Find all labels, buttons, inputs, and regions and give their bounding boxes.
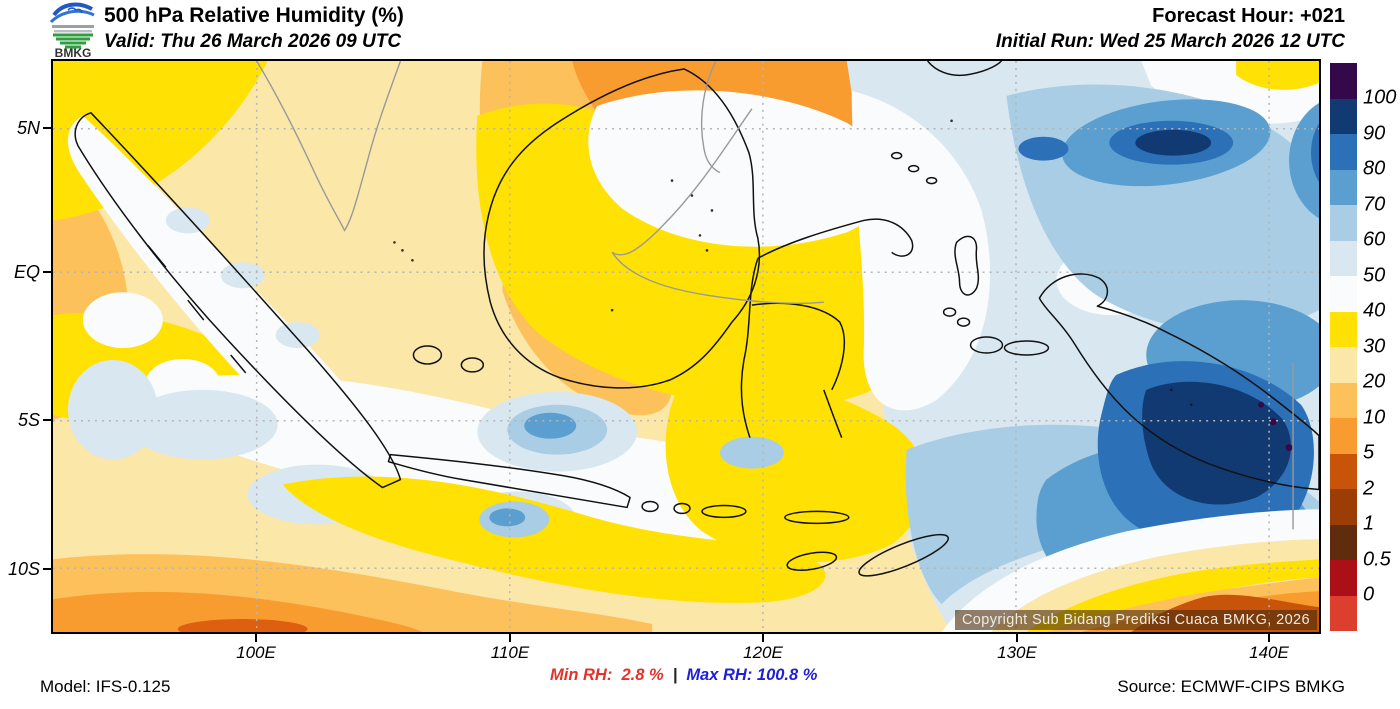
xtick-label-130e: 130E bbox=[997, 643, 1037, 662]
xtick-label-120e: 120E bbox=[743, 643, 783, 662]
colorbar-label: 30 bbox=[1363, 335, 1386, 358]
ytick-5n bbox=[43, 127, 51, 129]
colorbar-label: 10 bbox=[1363, 406, 1386, 429]
colorbar-segment bbox=[1330, 560, 1357, 596]
colorbar-segment bbox=[1330, 418, 1357, 454]
colorbar-label: 0.5 bbox=[1363, 548, 1391, 571]
colorbar-segment bbox=[1330, 276, 1357, 312]
coastlines bbox=[74, 61, 1319, 577]
rh-extremes: Min RH: 2.8 % | Max RH: 100.8 % bbox=[550, 666, 817, 685]
colorbar-label: 2 bbox=[1363, 477, 1375, 500]
colorbar bbox=[1330, 63, 1357, 631]
humidity-map: Copyright Sub Bidang Prediksi Cuaca BMKG… bbox=[51, 59, 1321, 634]
terrain-speckles bbox=[393, 119, 1193, 407]
ytick-10s bbox=[43, 568, 51, 570]
colorbar-label: 1 bbox=[1363, 512, 1375, 535]
copyright-overlay: Copyright Sub Bidang Prediksi Cuaca BMKG… bbox=[954, 610, 1317, 630]
country-borders bbox=[256, 61, 1294, 530]
source-label: Source: ECMWF-CIPS BMKG bbox=[1117, 677, 1345, 696]
xtick-label-110e: 110E bbox=[490, 643, 530, 662]
colorbar-segment bbox=[1330, 98, 1357, 134]
valid-time: Valid: Thu 26 March 2026 09 UTC bbox=[104, 31, 402, 52]
xtick-label-140e: 140E bbox=[1249, 643, 1289, 662]
colorbar-segment bbox=[1330, 347, 1357, 383]
colorbar-label: 50 bbox=[1363, 264, 1386, 287]
xtick-label-100e: 100E bbox=[236, 643, 276, 662]
colorbar-label: 80 bbox=[1363, 157, 1386, 180]
colorbar-label: 5 bbox=[1363, 441, 1375, 464]
colorbar-segment bbox=[1330, 63, 1357, 99]
page-title: 500 hPa Relative Humidity (%) bbox=[104, 4, 404, 27]
colorbar-segment bbox=[1330, 134, 1357, 170]
model-label: Model: IFS-0.125 bbox=[40, 677, 171, 696]
colorbar-label: 100 bbox=[1363, 86, 1397, 109]
max-rh-value: Max RH: 100.8 % bbox=[686, 666, 818, 684]
colorbar-segment bbox=[1330, 311, 1357, 347]
xtick-120e bbox=[762, 634, 764, 642]
colorbar-segment bbox=[1330, 240, 1357, 276]
colorbar-label: 40 bbox=[1363, 299, 1386, 322]
min-rh-value: Min RH: 2.8 % bbox=[550, 666, 664, 684]
ytick-label-5s: 5S bbox=[17, 410, 40, 430]
bmkg-logo-text: BMKG bbox=[55, 46, 92, 58]
min-max-separator: | bbox=[672, 666, 678, 684]
colorbar-label: 70 bbox=[1363, 193, 1386, 216]
colorbar-segment bbox=[1330, 205, 1357, 241]
xtick-100e bbox=[255, 634, 257, 642]
ytick-label-eq: EQ bbox=[13, 262, 40, 282]
ytick-label-5n: 5N bbox=[16, 118, 40, 138]
xtick-110e bbox=[509, 634, 511, 642]
colorbar-label: 0 bbox=[1363, 583, 1375, 606]
ytick-eq bbox=[43, 271, 51, 273]
colorbar-segment bbox=[1330, 595, 1357, 631]
xtick-140e bbox=[1268, 634, 1270, 642]
colorbar-segment bbox=[1330, 453, 1357, 489]
colorbar-label: 90 bbox=[1363, 122, 1386, 145]
bmkg-logo-icon: BMKG bbox=[49, 2, 95, 58]
initial-run: Initial Run: Wed 25 March 2026 12 UTC bbox=[995, 31, 1345, 52]
colorbar-label: 20 bbox=[1363, 370, 1386, 393]
humidity-field-svg bbox=[53, 61, 1319, 632]
xtick-130e bbox=[1016, 634, 1018, 642]
ytick-label-10s: 10S bbox=[7, 559, 40, 579]
ytick-5s bbox=[43, 419, 51, 421]
colorbar-segment bbox=[1330, 489, 1357, 525]
colorbar-label: 60 bbox=[1363, 228, 1386, 251]
colorbar-segment bbox=[1330, 169, 1357, 205]
colorbar-segment bbox=[1330, 382, 1357, 418]
colorbar-segment bbox=[1330, 524, 1357, 560]
forecast-hour: Forecast Hour: +021 bbox=[1152, 5, 1345, 27]
